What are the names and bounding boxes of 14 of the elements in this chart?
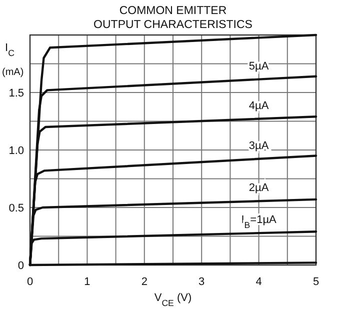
- x-tick-label: 0: [26, 276, 34, 288]
- x-tick-label: 1: [84, 276, 90, 288]
- y-axis-title: I$_{C}$ (mA): [2, 42, 24, 78]
- x-tick-label: 3: [198, 276, 205, 288]
- y-tick-label: 0: [18, 260, 24, 272]
- x-axis-title: V$_{CE}$ (V): [154, 292, 192, 308]
- x-tick-label: 2: [141, 276, 148, 288]
- chart-subtitle: OUTPUT CHARACTERISTICS: [94, 19, 253, 31]
- x-tick-label: 5: [312, 276, 320, 288]
- chart-title: COMMON EMITTER: [119, 5, 227, 17]
- x-tick-label: 4: [256, 276, 262, 288]
- y-tick-label: 1.0: [8, 145, 24, 157]
- y-tick-label: 1.5: [8, 88, 24, 100]
- y-tick-label: 0.5: [8, 202, 24, 214]
